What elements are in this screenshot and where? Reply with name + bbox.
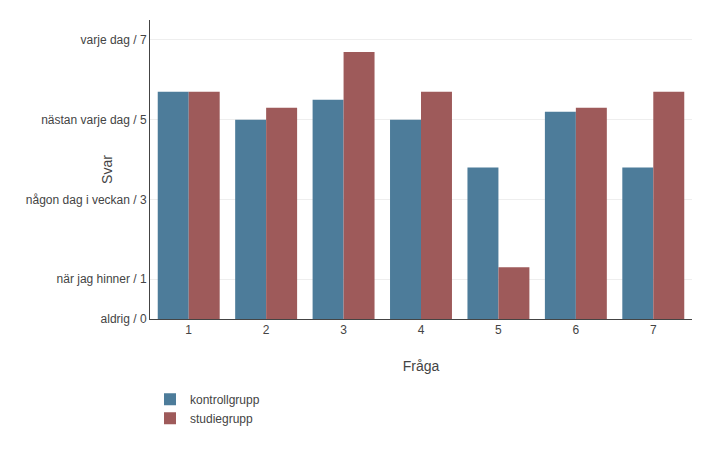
svg-text:4: 4 bbox=[418, 323, 425, 337]
svg-text:7: 7 bbox=[650, 323, 657, 337]
svg-text:6: 6 bbox=[573, 323, 580, 337]
svg-text:1: 1 bbox=[185, 323, 192, 337]
svg-text:varje dag / 7: varje dag / 7 bbox=[81, 33, 147, 47]
svg-text:3: 3 bbox=[340, 323, 347, 337]
svg-text:kontrollgrupp: kontrollgrupp bbox=[190, 393, 260, 407]
svg-text:aldrig / 0: aldrig / 0 bbox=[101, 312, 147, 326]
svg-text:2: 2 bbox=[263, 323, 270, 337]
svg-text:5: 5 bbox=[495, 323, 502, 337]
svg-text:nästan varje dag / 5: nästan varje dag / 5 bbox=[41, 113, 147, 127]
svg-text:Svar: Svar bbox=[99, 155, 115, 184]
svg-text:Fråga: Fråga bbox=[403, 358, 440, 374]
svg-text:någon dag i veckan / 3: någon dag i veckan / 3 bbox=[26, 193, 147, 207]
svg-text:när jag hinner / 1: när jag hinner / 1 bbox=[57, 272, 147, 286]
svg-text:studiegrupp: studiegrupp bbox=[190, 412, 253, 426]
